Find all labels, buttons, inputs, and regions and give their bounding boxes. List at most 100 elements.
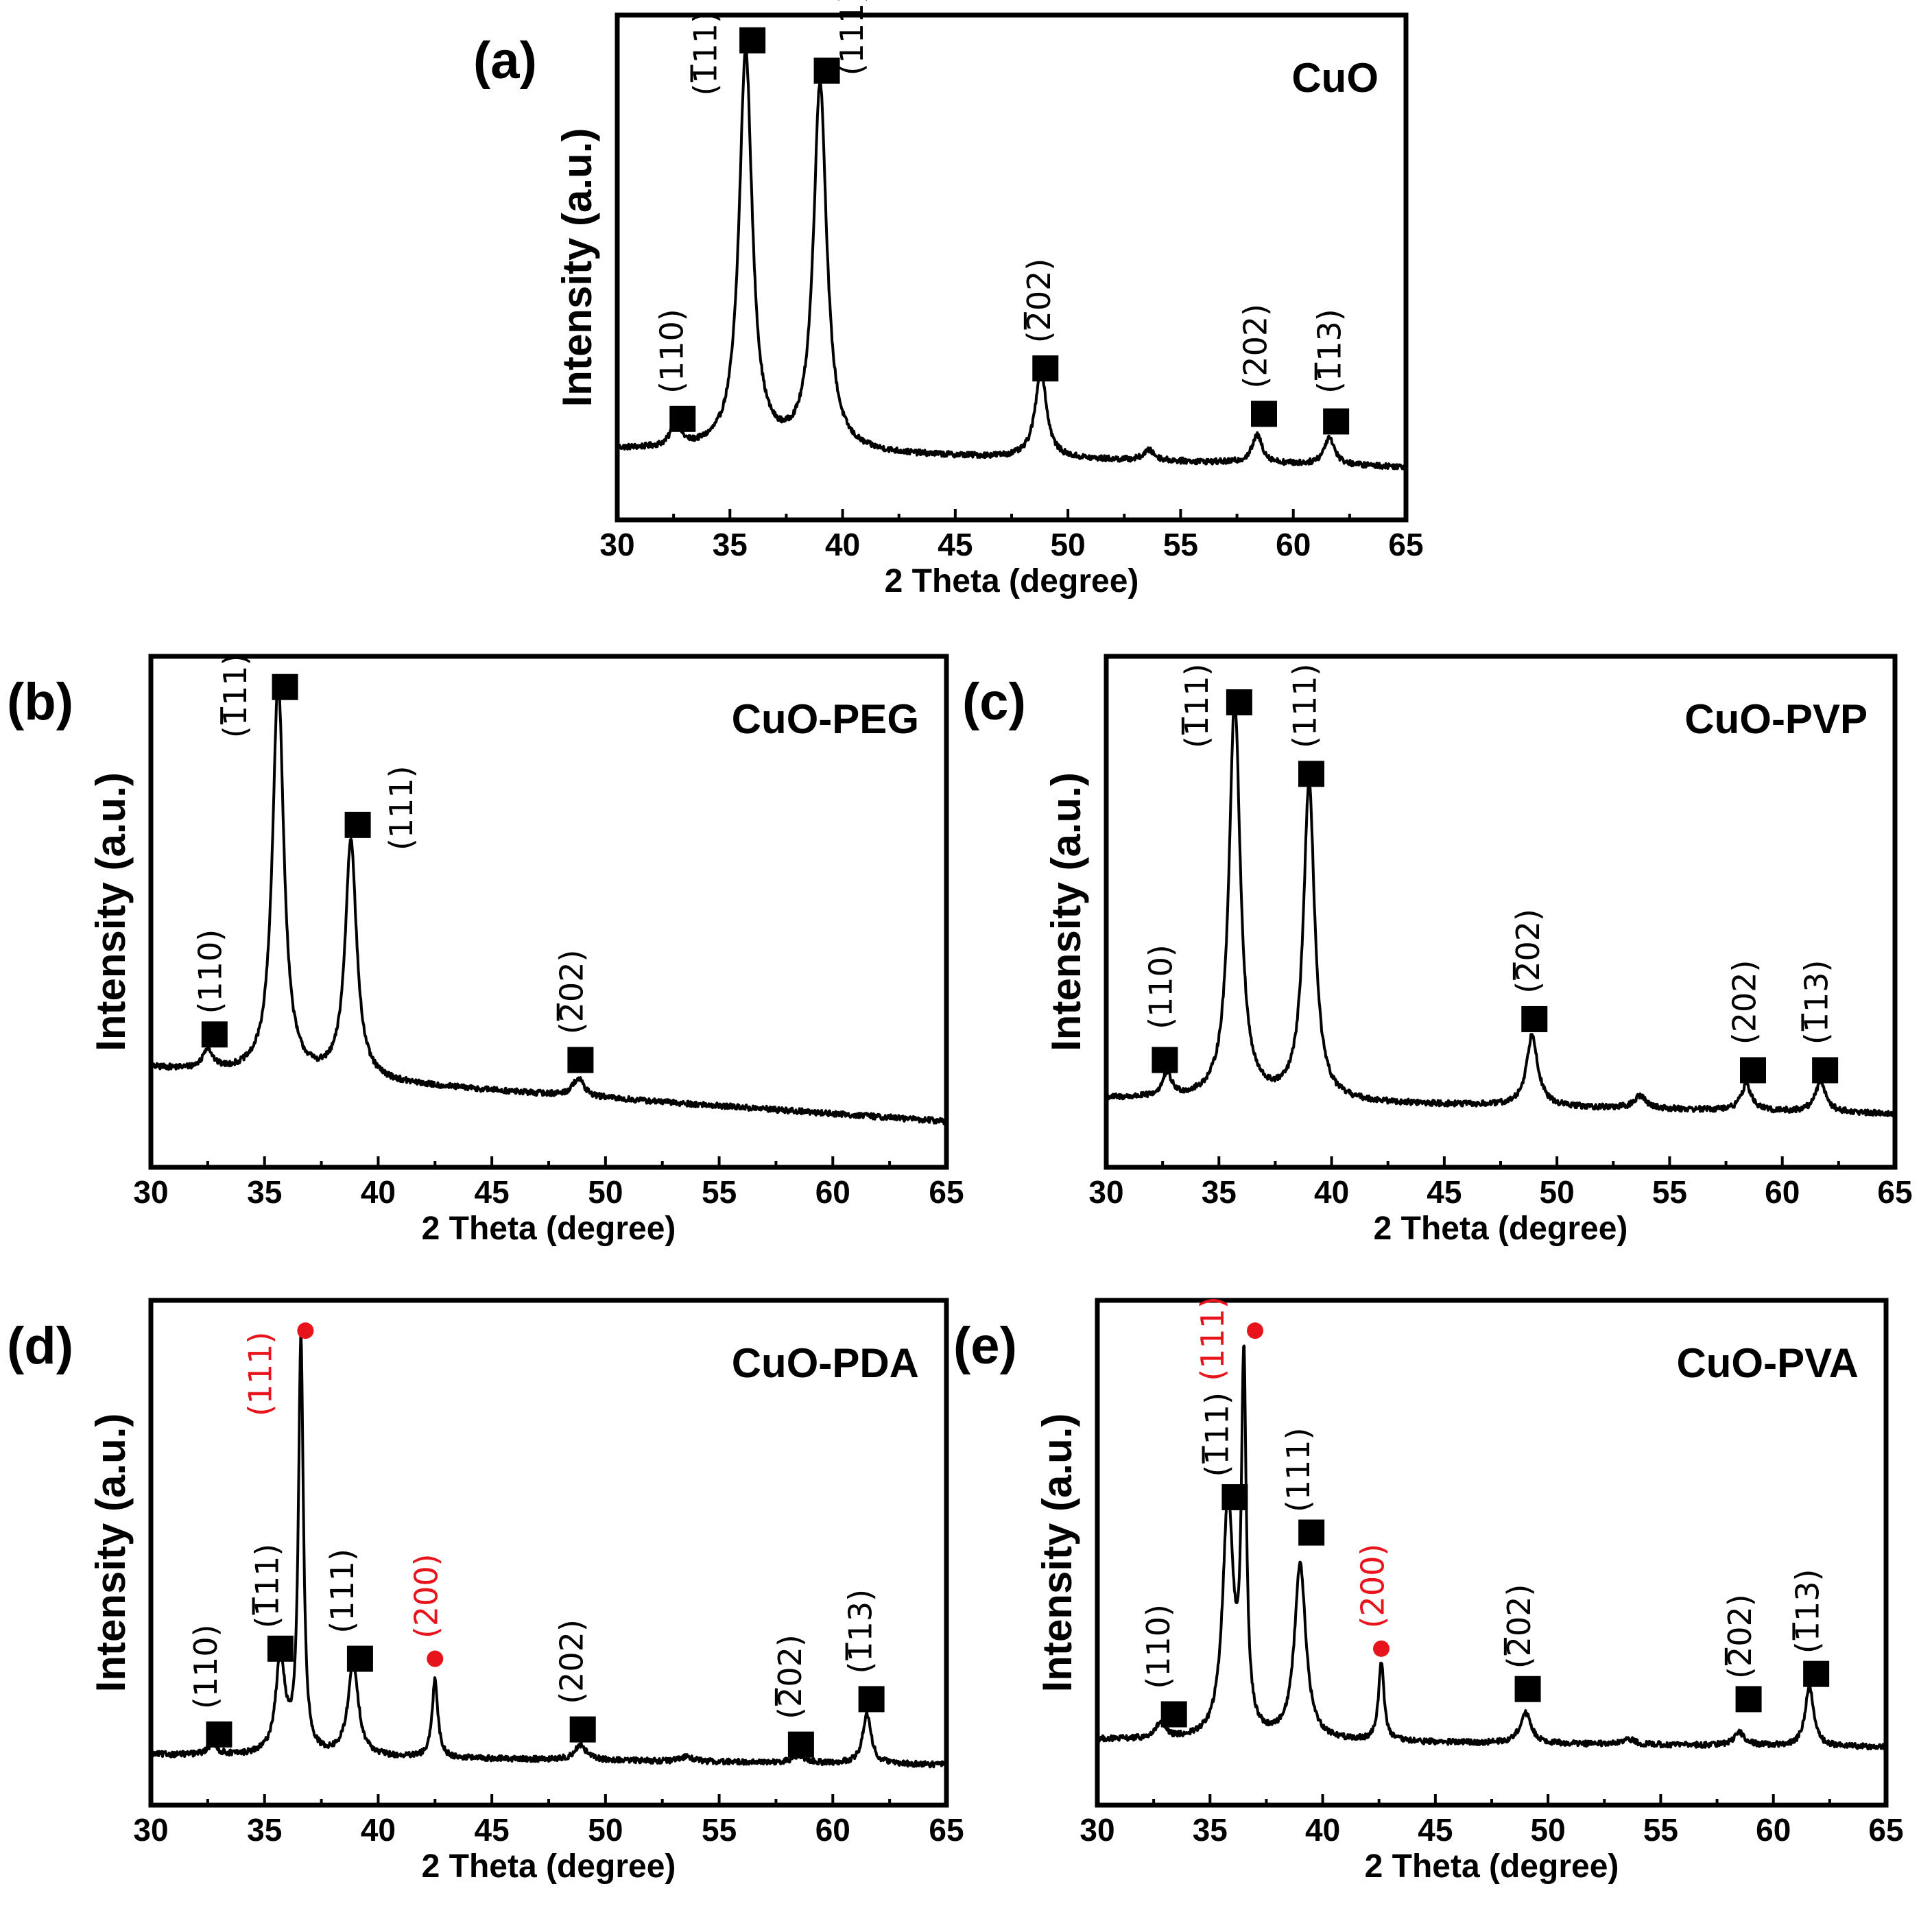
x-tick-label: 60 [1276,527,1311,562]
x-tick-label: 55 [1163,527,1198,562]
y-axis-label: Intensity (a.u.) [1043,772,1089,1051]
x-tick-label: 30 [133,1812,168,1848]
cuo-phase-marker [1160,1701,1187,1728]
miller-index-label: (111) [687,11,724,96]
cuo-phase-marker [669,405,696,432]
x-tick-label: 50 [1531,1812,1566,1848]
cuo-phase-marker [1152,1047,1178,1073]
miller-index-label: (111) [1280,1427,1317,1512]
cuo-phase-marker [569,1716,596,1743]
sample-name: CuO-PEG [732,696,919,742]
x-tick-label: 30 [1088,1174,1123,1210]
x-tick-label: 40 [361,1812,396,1848]
y-axis-label: Intensity (a.u.) [1034,1414,1080,1693]
cuo-phase-marker [1298,761,1324,787]
cuo-phase-marker [206,1721,232,1748]
miller-index-label: (113) [1798,960,1835,1045]
panel-a: 30 35 40 45 50 55 60 65 2 Theta (degree) Intensit… [473,0,1424,599]
x-axis-label: 2 Theta (degree) [1365,1848,1619,1885]
miller-index-label: (202) [772,1634,809,1719]
x-tick-label: 40 [1305,1812,1340,1848]
miller-index-label: (202) [553,1619,591,1704]
cu-phase-marker [1247,1322,1263,1339]
cuo-phase-marker [344,811,371,838]
x-tick-label: 50 [588,1174,623,1210]
x-axis-label: 2 Theta (degree) [885,563,1139,599]
plot-frame [148,1298,949,1808]
x-tick-label: 65 [1877,1174,1912,1210]
y-axis-label: Intensity (a.u.) [554,128,600,407]
x-tick-label: 65 [929,1174,964,1210]
cu-phase-marker [427,1650,444,1667]
cuo-phase-marker [1221,1484,1248,1511]
x-tick-label: 45 [475,1174,510,1210]
x-tick-label: 35 [247,1812,282,1848]
miller-index-label: (111) [1199,1392,1236,1477]
y-axis-label: Intensity (a.u.) [88,1414,134,1693]
cuo-phase-marker [201,1021,228,1048]
panel-e: 30 35 40 45 50 55 60 65 2 Theta (degree) Intensit… [953,1296,1904,1885]
xrd-trace [150,1331,948,1769]
miller-index-label: (110) [192,929,229,1014]
miller-index-label: (111) [1178,663,1215,748]
miller-index-label: (111) [383,765,420,850]
cuo-phase-marker [1323,408,1350,435]
miller-index-label: (200) [408,1553,445,1638]
sample-name: CuO [1291,55,1379,101]
x-tick-label: 60 [1765,1174,1800,1210]
cuo-phase-marker [567,1047,594,1073]
cuo-phase-marker [1521,1005,1548,1032]
x-tick-label: 55 [702,1174,737,1210]
x-tick-label: 30 [1080,1812,1114,1848]
miller-index-label: (202) [1510,909,1547,994]
cuo-phase-marker [1735,1686,1762,1713]
miller-index-label: (110) [1140,1604,1177,1689]
miller-index-label: (110) [187,1624,224,1709]
xrd-trace [150,681,948,1125]
cuo-phase-marker [739,27,766,53]
x-tick-label: 35 [1202,1174,1237,1210]
panel-letter: (d) [7,1317,73,1375]
cuo-phase-marker [272,674,298,700]
x-tick-label: 45 [475,1812,510,1848]
panel-d: 30 35 40 45 50 55 60 65 2 Theta (degree) Intensit… [7,1298,964,1885]
miller-index-label: (111) [833,0,870,75]
miller-index-label: (202) [1726,960,1763,1045]
sample-name: CuO-PDA [732,1340,919,1386]
x-tick-label: 40 [1314,1174,1349,1210]
x-tick-label: 65 [1868,1812,1903,1848]
x-tick-label: 50 [1540,1174,1575,1210]
miller-index-label: (111) [242,1332,279,1417]
cu-phase-marker [1373,1640,1390,1657]
x-tick-label: 60 [815,1174,850,1210]
panel-letter: (b) [7,673,73,731]
miller-index-label: (200) [1354,1544,1391,1629]
x-tick-label: 55 [1643,1812,1678,1848]
cuo-phase-marker [346,1645,373,1672]
cuo-phase-marker [787,1731,814,1758]
cuo-phase-marker [1298,1519,1325,1546]
x-tick-label: 45 [1427,1174,1462,1210]
plot-frame [1095,1298,1889,1808]
y-axis-label: Intensity (a.u.) [88,772,134,1051]
miller-index-label: (113) [842,1589,879,1674]
cuo-phase-marker [1803,1660,1830,1687]
panel-c: 30 35 40 45 50 55 60 65 2 Theta (degree) Intensit… [962,654,1913,1247]
miller-index-label: (111) [1194,1296,1231,1381]
cuo-phase-marker [1812,1057,1839,1084]
x-tick-label: 35 [713,527,748,562]
x-tick-label: 40 [825,527,860,562]
xrd-trace [1105,698,1896,1118]
miller-index-label: (202) [1501,1584,1538,1669]
x-tick-label: 65 [1388,527,1423,562]
x-tick-label: 55 [702,1812,737,1848]
x-tick-label: 30 [599,527,634,562]
panel-letter: (e) [953,1317,1017,1375]
cuo-phase-marker [1514,1676,1541,1702]
cuo-phase-marker [1251,401,1277,427]
miller-index-label: (111) [324,1549,361,1634]
miller-index-label: (202) [553,950,591,1035]
cuo-phase-marker [858,1686,885,1713]
miller-index-label: (111) [217,653,254,738]
cuo-phase-marker [267,1635,294,1662]
